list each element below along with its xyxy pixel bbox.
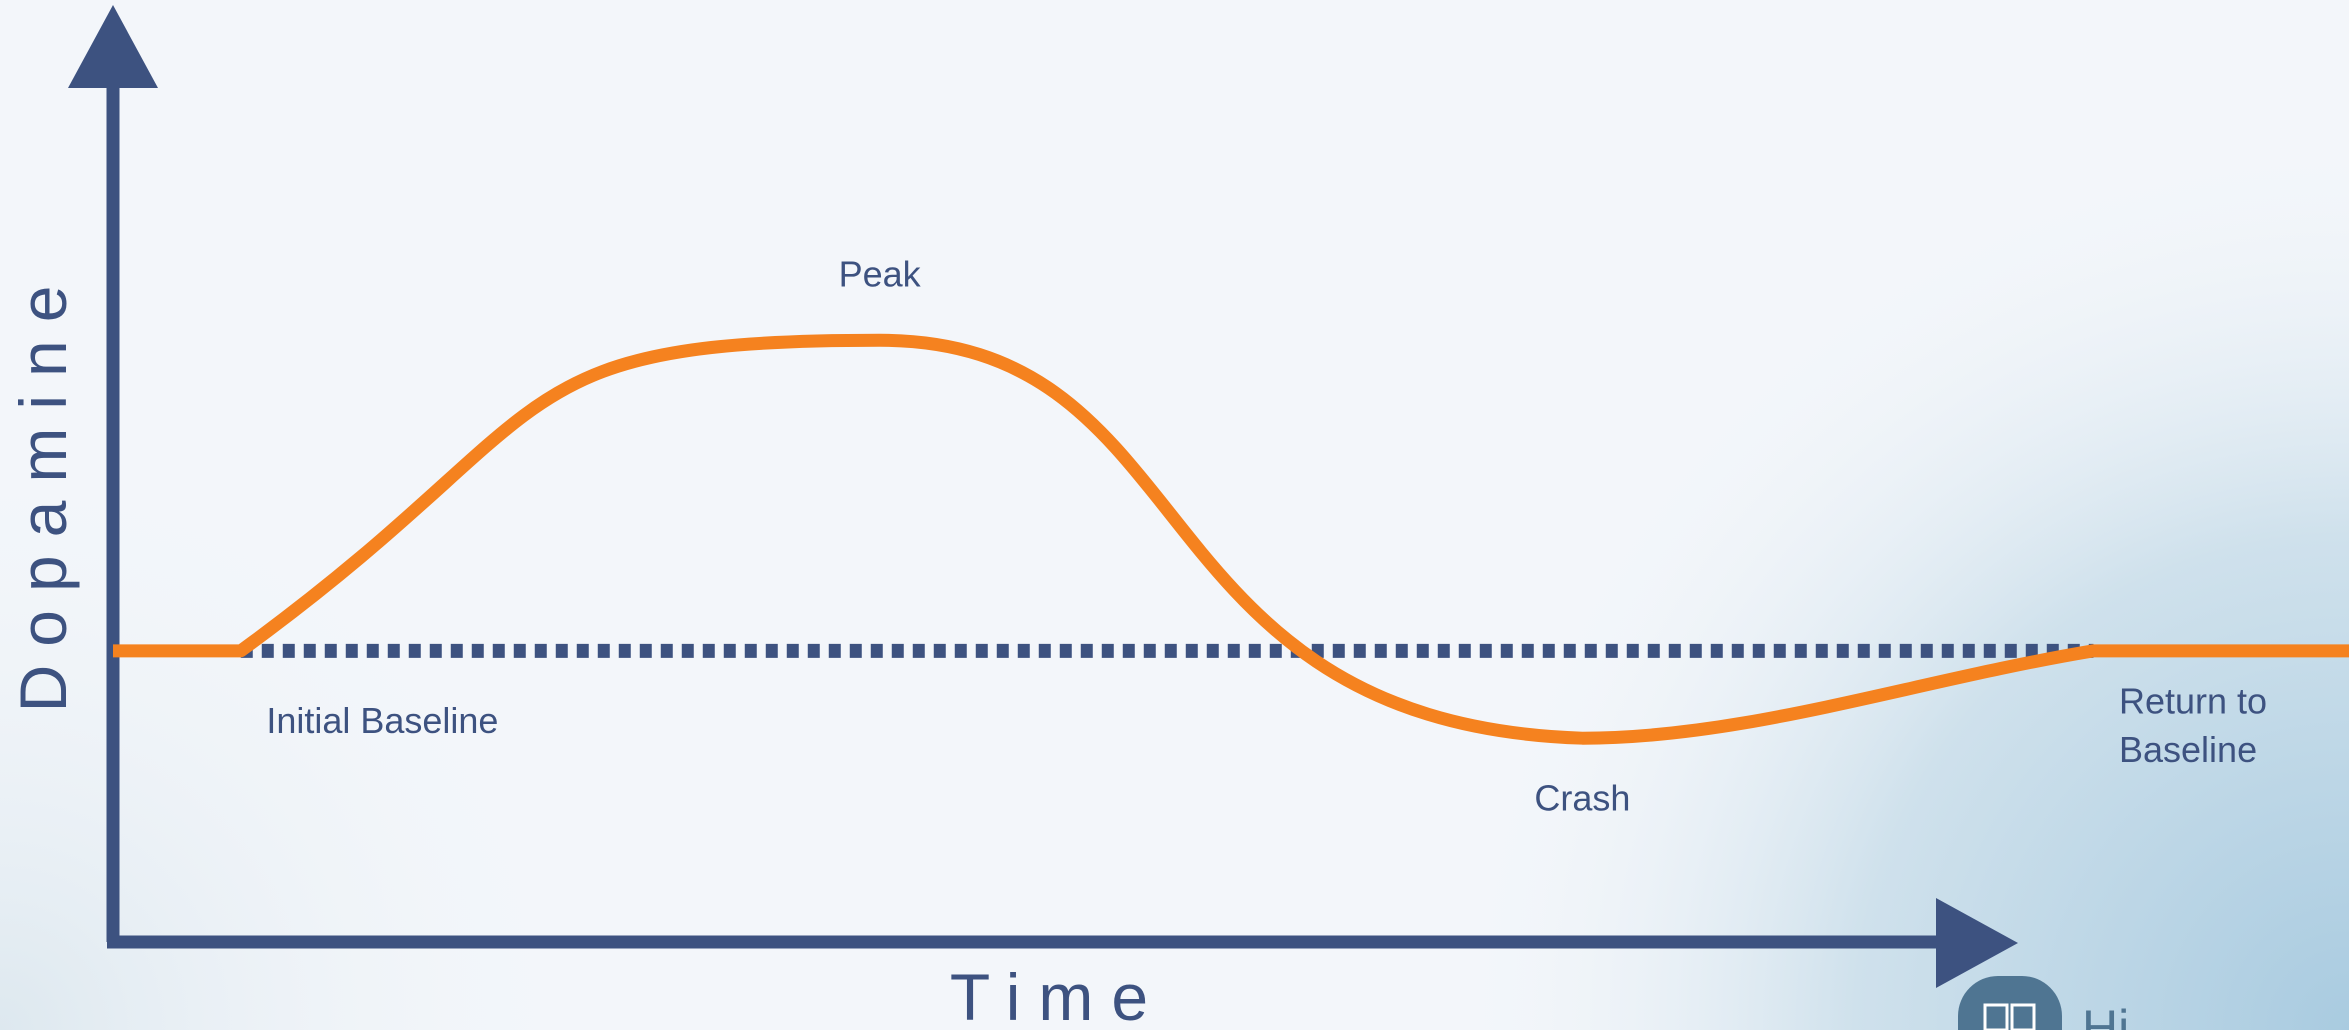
- logo: Hi: [1958, 976, 2129, 1030]
- dopamine-curve: [113, 333, 2349, 745]
- annotation-4: Baseline: [2119, 729, 2257, 770]
- y-axis-title: Dopamine: [6, 268, 80, 713]
- annotation-2: Crash: [1534, 777, 1630, 818]
- label-layer: Initial Baseline Peak Crash Return to Baseli…: [266, 253, 2267, 818]
- logo-glyph-right: [2010, 1003, 2036, 1030]
- logo-badge-icon: [1958, 976, 2062, 1030]
- axes: Dopamine Time: [6, 5, 2018, 1030]
- x-axis-arrowhead: [1936, 898, 2018, 988]
- annotation-1: Peak: [839, 253, 922, 294]
- logo-glyph-left: [1983, 1003, 2009, 1030]
- annotation-0: Initial Baseline: [266, 700, 498, 741]
- logo-text: Hi: [2082, 1000, 2129, 1030]
- curve-layer: [113, 333, 2349, 745]
- y-axis-arrowhead: [68, 5, 158, 88]
- annotation-3: Return to: [2119, 680, 2267, 721]
- x-axis-title: Time: [950, 960, 1166, 1030]
